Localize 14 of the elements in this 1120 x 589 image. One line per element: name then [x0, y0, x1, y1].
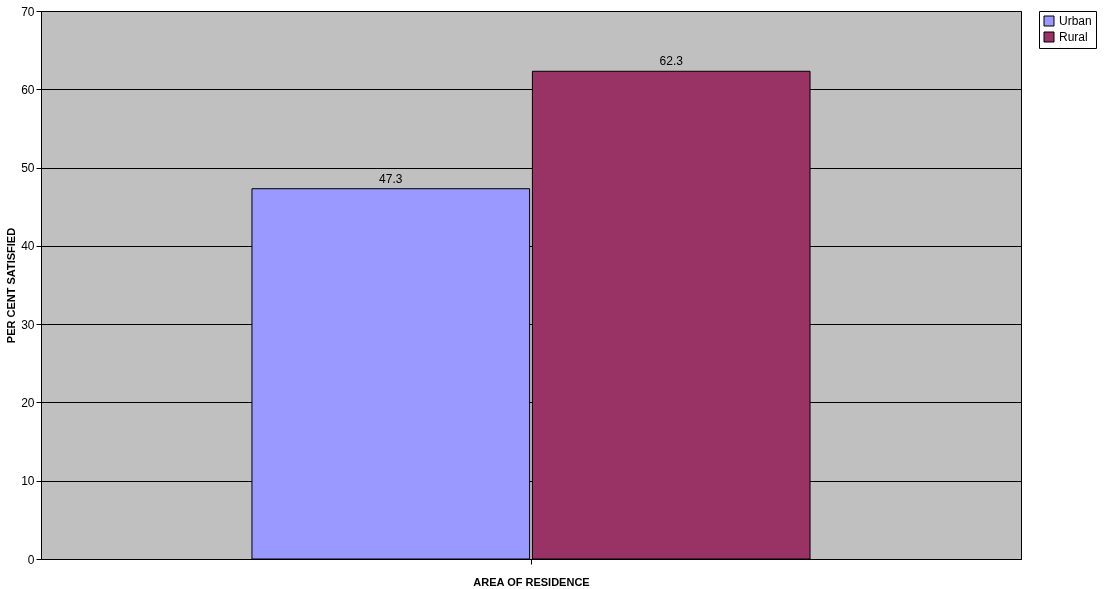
y-tick-label: 20: [21, 395, 35, 410]
data-label: 47.3: [379, 171, 403, 186]
legend-label: Rural: [1059, 30, 1088, 44]
legend-label: Urban: [1059, 14, 1092, 28]
y-tick-label: 40: [21, 239, 35, 254]
y-tick-label: 0: [27, 552, 35, 567]
y-tick-label: 10: [21, 474, 35, 489]
y-axis-title: PER CENT SATISFIED: [5, 227, 18, 344]
y-tick-label: 60: [21, 82, 35, 97]
y-tick-label: 70: [21, 4, 35, 19]
data-label: 62.3: [659, 54, 684, 69]
y-tick-label: 50: [21, 161, 35, 176]
y-tick-label: 30: [21, 317, 35, 332]
x-axis-title: AREA OF RESIDENCE: [473, 575, 590, 588]
